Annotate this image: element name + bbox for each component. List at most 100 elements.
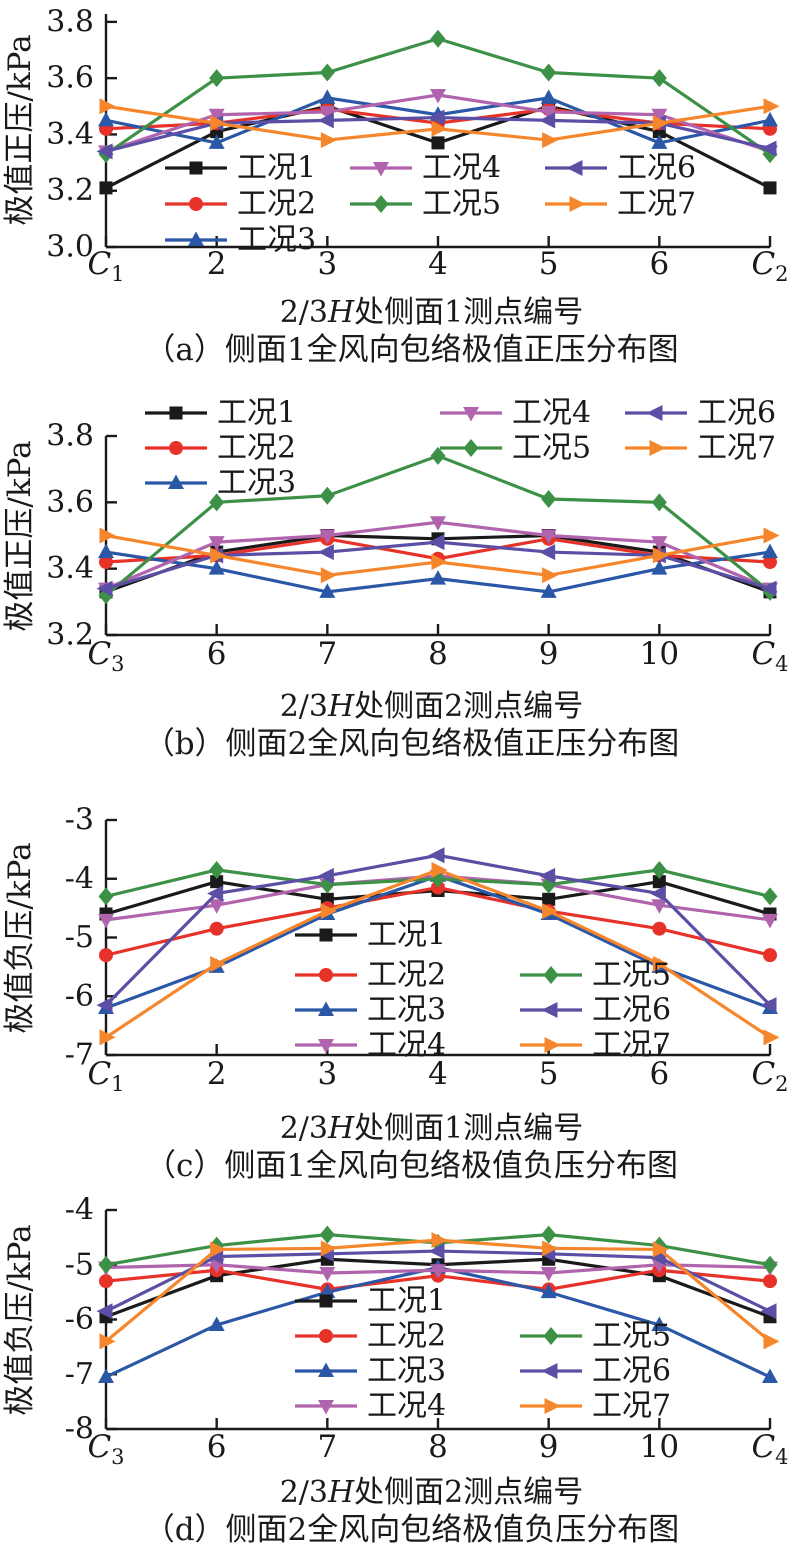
legend-entry-工况6: 工况6	[520, 1354, 671, 1389]
y-tick-label: -6	[65, 979, 94, 1014]
chart-c: 极值负压/kPa -7 -6 -5 -4 -3 C1 2 3 4 5 6 C2 工况1 工况2 工况3 工况…	[0, 764, 793, 1186]
x-tick-label: 6	[649, 1056, 669, 1092]
data-point	[762, 111, 778, 127]
legend-entry-工况4: 工况4	[295, 1389, 446, 1424]
legend-marker	[319, 1329, 333, 1343]
data-point	[542, 567, 559, 584]
data-point	[763, 555, 777, 570]
x-tick-label: 5	[539, 246, 559, 282]
chart-b: 极值正压/kPa 3.2 3.4 3.6 3.8 C3 6 7 8 9 10 C4 工况1 工况2 工况…	[0, 370, 793, 764]
data-point	[541, 1225, 557, 1244]
data-point	[98, 1255, 114, 1274]
legend-label: 工况6	[617, 151, 696, 186]
data-point	[99, 1274, 113, 1289]
legend-label: 工况4	[367, 1028, 446, 1063]
legend-entry-工况7: 工况7	[545, 187, 696, 222]
legend-entry-工况4: 工况4	[440, 396, 591, 431]
legend-entry-工况3: 工况3	[295, 993, 446, 1028]
y-tick-label: 3.6	[46, 61, 94, 96]
legend-label: 工况1	[367, 918, 446, 953]
data-point	[96, 997, 113, 1014]
data-point	[763, 1274, 777, 1289]
legend-entry-工况5: 工况5	[520, 958, 671, 993]
series-工况3	[98, 543, 778, 598]
x-axis-title-italic: H	[328, 1111, 355, 1146]
data-point	[539, 112, 556, 129]
x-tick-label: 4	[428, 1056, 448, 1092]
data-point	[208, 108, 225, 124]
chart-caption: （d）侧面2全风向包络极值负压分布图	[143, 1512, 680, 1548]
data-point	[98, 111, 114, 127]
legend-entry-工况2: 工况2	[295, 958, 446, 993]
data-point	[431, 554, 448, 571]
legend-marker	[189, 197, 203, 211]
y-tick-label: 3.6	[46, 485, 94, 520]
legend-marker	[189, 161, 203, 175]
axes: -8 -7 -6 -5 -4 C3 6 7 8 9 10 C4	[65, 1193, 789, 1470]
legend-marker	[463, 439, 479, 457]
data-point	[431, 861, 448, 878]
data-point	[652, 1241, 669, 1258]
series-工况6	[96, 847, 777, 1014]
data-point	[762, 887, 778, 906]
y-tick-label: -3	[65, 803, 94, 838]
x-axis-title-italic: H	[328, 689, 355, 724]
data-point	[649, 1249, 666, 1266]
data-point	[649, 885, 666, 902]
legend-entry-工况4: 工况4	[295, 1028, 446, 1063]
data-point	[539, 867, 556, 884]
chart-c-plot: 极值负压/kPa -7-6-5-4-3C1 2 3 4 5 6 C2 工况1工况2工况3工况…	[2, 803, 789, 1097]
data-point	[763, 1333, 780, 1350]
legend-label: 工况6	[592, 993, 671, 1028]
legend-entry-工况3: 工况3	[295, 1354, 446, 1389]
data-point	[428, 534, 445, 551]
x-tick-label: 10	[640, 1429, 679, 1465]
data-point	[760, 140, 777, 157]
data-point	[430, 1264, 446, 1279]
legend-label: 工况6	[697, 396, 776, 431]
data-point	[320, 132, 337, 149]
series-group	[96, 847, 780, 1046]
y-tick-label: -5	[65, 920, 94, 955]
x-axis-title-pre: 2/3	[279, 1111, 328, 1146]
data-point	[652, 547, 669, 564]
data-point	[540, 105, 557, 121]
series-工况5	[98, 29, 778, 164]
x-tick-label: 5	[539, 1056, 559, 1092]
legend-label: 工况3	[217, 466, 296, 501]
series-工况7	[99, 1232, 780, 1350]
legend-marker	[319, 1294, 333, 1308]
y-tick-label: 3.4	[46, 117, 94, 152]
legend-label: 工况1	[367, 1284, 446, 1319]
y-axis-title: 极值正压/kPa	[2, 34, 38, 225]
data-point	[317, 544, 334, 561]
series-工况5	[98, 446, 778, 605]
data-point	[317, 112, 334, 129]
data-point	[651, 899, 668, 914]
y-tick-label: 3.2	[46, 173, 94, 208]
x-tick-label: 10	[640, 636, 679, 672]
legend-entry-工况2: 工况2	[145, 431, 296, 466]
x-tick-label: C2	[751, 246, 788, 286]
legend-label: 工况7	[592, 1389, 671, 1424]
data-point	[652, 955, 669, 972]
legend-entry-工况4: 工况4	[350, 151, 501, 186]
legend-label: 工况1	[237, 151, 316, 186]
legend-marker	[168, 474, 184, 489]
legend-label: 工况3	[367, 993, 446, 1028]
x-tick-label: 9	[539, 636, 559, 672]
legend-entry-工况7: 工况7	[520, 1389, 671, 1424]
data-point	[430, 516, 446, 531]
data-point	[542, 892, 556, 906]
legend-label: 工况1	[217, 396, 296, 431]
legend-entry-工况5: 工况5	[520, 1319, 671, 1354]
data-point	[96, 143, 113, 160]
legend-label: 工况7	[592, 1028, 671, 1063]
legend-marker	[318, 1001, 334, 1016]
y-tick-label: 3.0	[46, 230, 94, 265]
x-tick-label: 7	[317, 1429, 337, 1465]
data-point	[762, 1368, 778, 1383]
x-axis-title: 2/3H处侧面2测点编号	[0, 1476, 793, 1510]
